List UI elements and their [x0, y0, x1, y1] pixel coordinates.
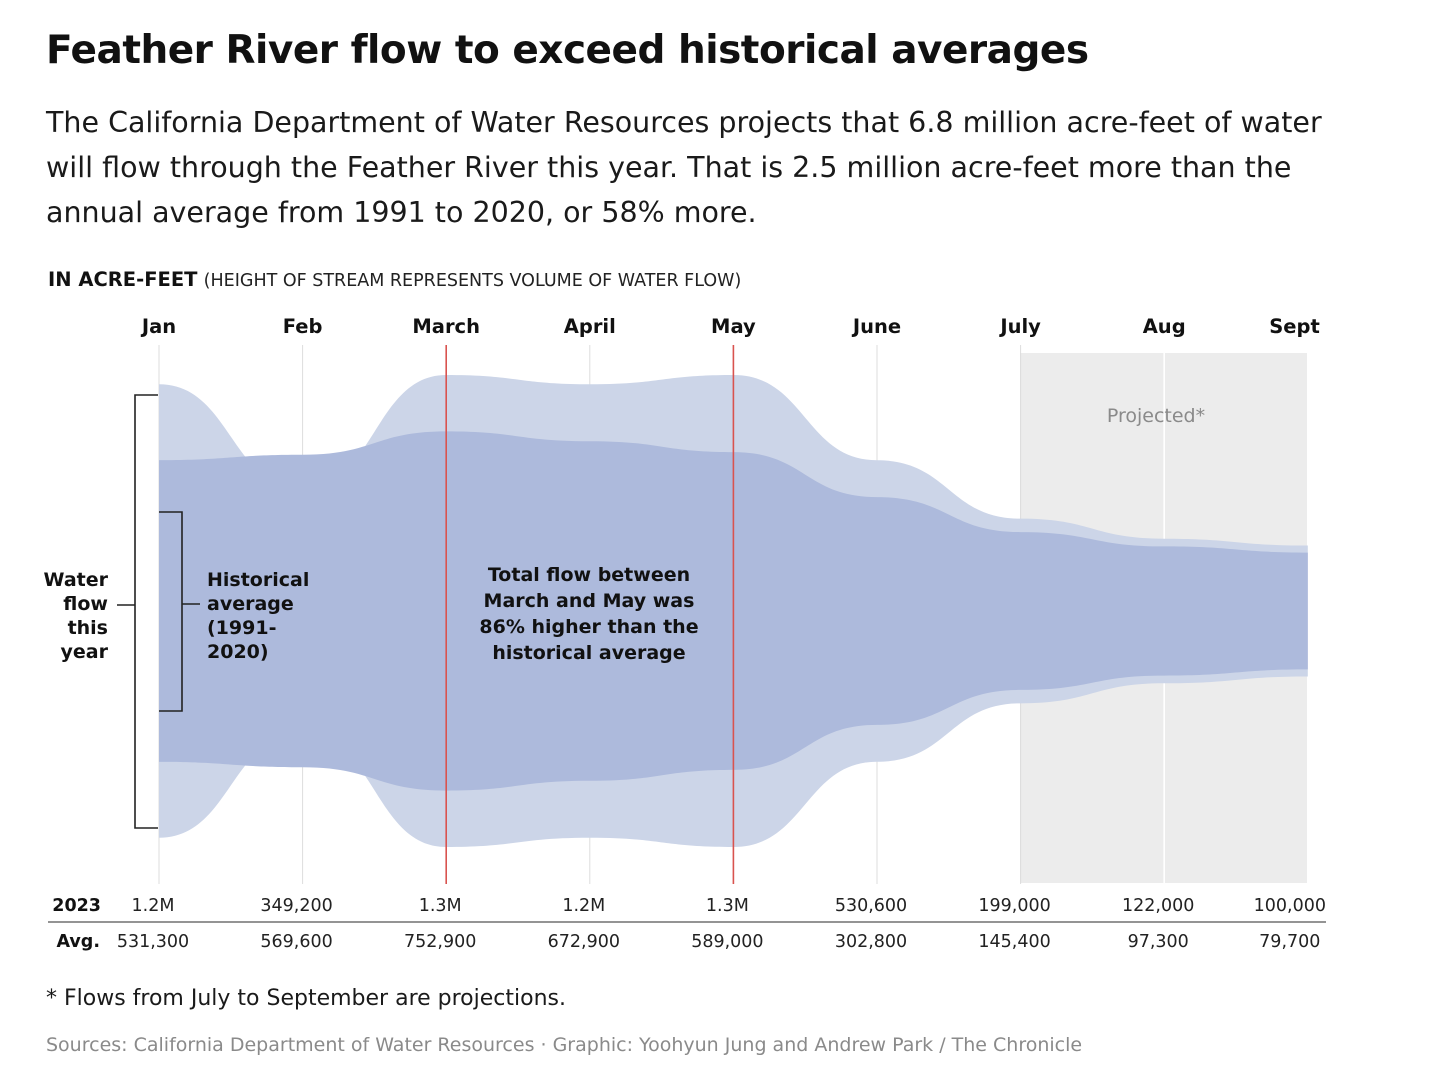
annotation-center-line-4: historical average: [492, 642, 685, 664]
sources: Sources: California Department of Water …: [46, 1034, 1083, 1056]
value-avg-july: 145,400: [978, 932, 1050, 952]
month-label-jan: Jan: [140, 315, 176, 338]
unit-label: IN ACRE-FEET (HEIGHT OF STREAM REPRESENT…: [48, 268, 741, 291]
annotation-this-year-line-4: year: [61, 641, 109, 663]
chart-title: Feather River flow to exceed historical …: [46, 28, 1089, 73]
month-label-june: June: [851, 315, 901, 338]
value-avg-aug: 97,300: [1128, 932, 1189, 952]
month-label-march: March: [412, 315, 480, 338]
value-2023-jan: 1.2M: [132, 896, 175, 916]
value-table: 2023 1.2M 349,200 1.3M 1.2M 1.3M 530,600 199,00…: [52, 896, 1326, 952]
annotation-historical-line-3: (1991-: [207, 617, 276, 639]
unit-label-main: IN ACRE-FEET: [48, 268, 198, 291]
footnote: * Flows from July to September are proje…: [46, 986, 566, 1011]
row-label-2023: 2023: [52, 896, 101, 916]
value-2023-sept: 100,000: [1254, 896, 1326, 916]
annotation-historical-line-1: Historical: [207, 569, 309, 591]
row-label-avg: Avg.: [56, 932, 100, 952]
unit-label-note: (HEIGHT OF STREAM REPRESENTS VOLUME OF W…: [203, 271, 742, 291]
value-2023-feb: 349,200: [260, 896, 332, 916]
value-2023-aug: 122,000: [1122, 896, 1194, 916]
value-2023-july: 199,000: [978, 896, 1050, 916]
value-avg-april: 672,900: [548, 932, 620, 952]
annotation-this-year-line-2: flow: [63, 593, 108, 615]
projected-label: Projected*: [1107, 405, 1205, 427]
annotation-center-line-2: March and May was: [484, 590, 695, 612]
bracket-this-year: [134, 394, 158, 829]
month-label-feb: Feb: [283, 315, 323, 338]
month-label-may: May: [711, 315, 756, 338]
annotation-historical-line-2: average: [207, 593, 294, 615]
value-2023-april: 1.2M: [562, 896, 605, 916]
value-avg-march: 752,900: [404, 932, 476, 952]
value-2023-march: 1.3M: [419, 896, 462, 916]
value-2023-may: 1.3M: [706, 896, 749, 916]
value-2023-june: 530,600: [835, 896, 907, 916]
value-avg-sept: 79,700: [1259, 932, 1320, 952]
bracket-historical: [159, 511, 183, 712]
month-label-july: July: [998, 315, 1041, 338]
highlight-lines: [445, 345, 735, 884]
annotation-center-line-3: 86% higher than the: [479, 616, 698, 638]
annotation-this-year-line-3: this: [68, 617, 108, 639]
value-avg-feb: 569,600: [260, 932, 332, 952]
annotation-this-year-line-1: Water: [44, 569, 109, 591]
value-avg-june: 302,800: [835, 932, 907, 952]
month-label-april: April: [564, 315, 616, 338]
month-label-aug: Aug: [1143, 315, 1186, 338]
value-avg-may: 589,000: [691, 932, 763, 952]
value-avg-jan: 531,300: [117, 932, 189, 952]
annotation-center-line-1: Total flow between: [488, 564, 690, 586]
month-labels: Jan Feb March April May June July Aug Sept: [140, 315, 1320, 338]
annotation-historical-line-4: 2020): [207, 641, 269, 663]
chart-subtitle: The California Department of Water Resou…: [46, 106, 1322, 229]
month-label-sept: Sept: [1269, 315, 1320, 338]
